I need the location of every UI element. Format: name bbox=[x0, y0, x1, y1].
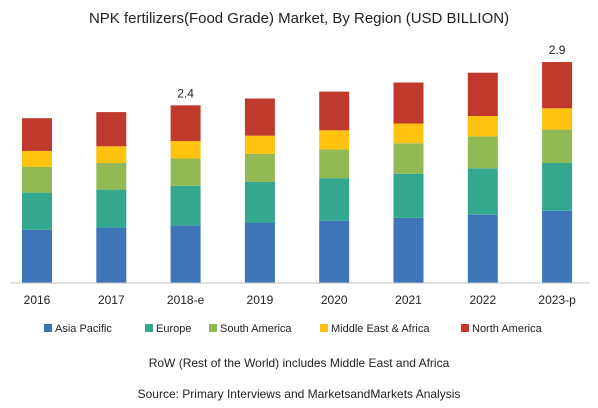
legend: Asia Pacific Europe South America Middle Ea… bbox=[44, 323, 543, 335]
bar-segment-2022-middle-east-africa bbox=[467, 115, 498, 137]
x-tick-label: 2020 bbox=[321, 293, 348, 307]
bar-segment-2017-asia-pacific bbox=[96, 227, 127, 283]
bar-segment-2022-asia-pacific bbox=[467, 214, 498, 283]
bar-segment-2016-europe bbox=[22, 192, 52, 230]
x-tick-label: 2017 bbox=[98, 293, 125, 307]
bar-total-label: 2.4 bbox=[177, 86, 194, 100]
bar-segment-2016-asia-pacific bbox=[22, 229, 52, 283]
legend-swatch bbox=[320, 324, 328, 332]
legend-swatch bbox=[145, 324, 153, 332]
bar-segment-2019-south-america bbox=[244, 153, 275, 182]
bar-segment-2022-north-america bbox=[467, 72, 498, 116]
legend-swatch bbox=[461, 324, 469, 332]
source-note: Source: Primary Interviews and Marketsan… bbox=[138, 387, 461, 401]
row-note: RoW (Rest of the World) includes Middle … bbox=[149, 356, 450, 370]
x-tick-label: 2018-e bbox=[167, 293, 205, 307]
bar-segment-2019-europe bbox=[244, 182, 275, 223]
bar-segment-2019-middle-east-africa bbox=[244, 135, 275, 154]
legend-label: North America bbox=[472, 323, 543, 335]
bar-segment-2017-europe bbox=[96, 189, 127, 228]
legend-label: South America bbox=[220, 323, 292, 335]
bar-segment-2020-asia-pacific bbox=[319, 220, 350, 283]
bar-segment-2017-middle-east-africa bbox=[96, 146, 127, 163]
bar-segment-2018-e-asia-pacific bbox=[170, 225, 201, 283]
bar-segment-2019-asia-pacific bbox=[244, 223, 275, 283]
legend-swatch bbox=[44, 324, 52, 332]
bar-segment-2021-asia-pacific bbox=[393, 217, 424, 283]
bars-group bbox=[22, 62, 573, 283]
bar-segment-2020-europe bbox=[319, 178, 350, 221]
bar-segment-2016-north-america bbox=[22, 118, 52, 151]
bar-segment-2021-middle-east-africa bbox=[393, 123, 424, 144]
bar-segment-2023-p-south-america bbox=[542, 129, 573, 163]
x-tick-label: 2023-p bbox=[538, 293, 576, 307]
bar-segment-2022-europe bbox=[467, 168, 498, 215]
legend-label: Europe bbox=[156, 323, 191, 335]
bar-segment-2016-south-america bbox=[22, 166, 52, 193]
bar-segment-2019-north-america bbox=[244, 98, 275, 136]
bar-segment-2018-e-middle-east-africa bbox=[170, 141, 201, 159]
data-labels: 2.4 2.9 bbox=[177, 43, 566, 100]
bar-segment-2023-p-north-america bbox=[542, 62, 573, 109]
bar-segment-2020-south-america bbox=[319, 149, 350, 179]
x-tick-label: 2021 bbox=[395, 293, 422, 307]
bar-segment-2018-e-europe bbox=[170, 185, 201, 226]
chart-title: NPK fertilizers(Food Grade) Market, By R… bbox=[89, 10, 509, 27]
bar-segment-2020-middle-east-africa bbox=[319, 130, 350, 150]
bar-segment-2016-middle-east-africa bbox=[22, 150, 52, 167]
bar-segment-2023-p-middle-east-africa bbox=[542, 108, 573, 130]
bar-segment-2023-p-asia-pacific bbox=[542, 210, 573, 283]
bar-segment-2017-north-america bbox=[96, 112, 127, 147]
bar-segment-2021-europe bbox=[393, 173, 424, 218]
bar-segment-2020-north-america bbox=[319, 91, 350, 131]
bar-total-label: 2.9 bbox=[549, 43, 566, 57]
bar-segment-2017-south-america bbox=[96, 163, 127, 190]
bar-segment-2021-south-america bbox=[393, 143, 424, 174]
x-tick-label: 2022 bbox=[469, 293, 496, 307]
bar-segment-2023-p-europe bbox=[542, 163, 573, 211]
x-tick-label: 2019 bbox=[247, 293, 274, 307]
legend-swatch bbox=[209, 324, 217, 332]
bar-segment-2021-north-america bbox=[393, 82, 424, 124]
bar-segment-2018-e-south-america bbox=[170, 158, 201, 186]
x-tick-labels: 2016 2017 2018-e 2019 2020 2021 2022 2023-p bbox=[24, 293, 576, 307]
legend-label: Middle East & Africa bbox=[331, 323, 430, 335]
legend-label: Asia Pacific bbox=[55, 323, 112, 335]
x-tick-label: 2016 bbox=[24, 293, 51, 307]
bar-segment-2022-south-america bbox=[467, 136, 498, 169]
bar-segment-2018-e-north-america bbox=[170, 105, 201, 141]
